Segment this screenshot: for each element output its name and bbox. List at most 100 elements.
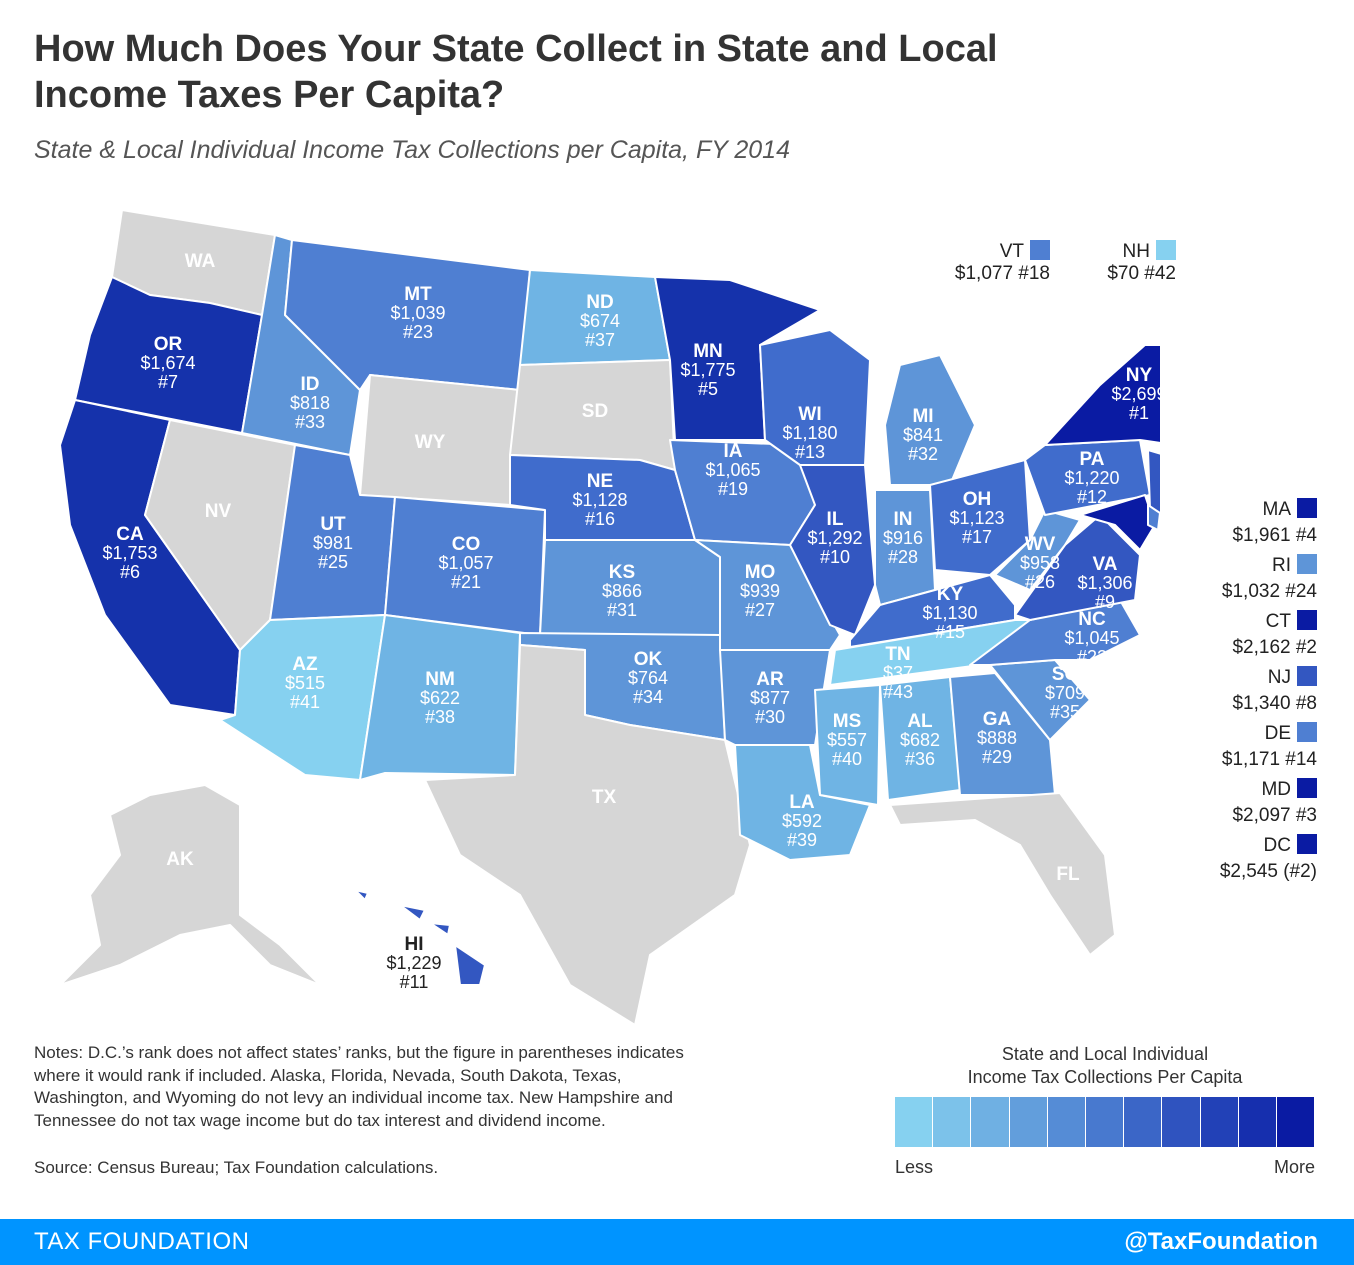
state-rank-OH: #17 bbox=[962, 527, 992, 547]
legend-step-2 bbox=[933, 1097, 972, 1147]
state-TX[interactable] bbox=[424, 644, 751, 1026]
side-item-abbr: MD bbox=[1261, 779, 1291, 800]
state-value-WV: $958 bbox=[1020, 553, 1060, 573]
state-rank-NM: #38 bbox=[425, 707, 455, 727]
legend-swatch bbox=[1297, 554, 1317, 574]
state-label-MS: MS bbox=[833, 711, 862, 732]
state-FL[interactable] bbox=[889, 792, 1116, 956]
side-item-value: $1,340 #8 bbox=[1232, 693, 1317, 714]
state-label-ID: ID bbox=[301, 374, 320, 395]
state-value-MO: $939 bbox=[740, 581, 780, 601]
state-rank-MO: #27 bbox=[745, 600, 775, 620]
side-item-abbr: DC bbox=[1263, 835, 1291, 856]
state-label-MI: MI bbox=[912, 406, 933, 427]
state-value-KY: $1,130 bbox=[922, 603, 977, 623]
state-rank-NC: #22 bbox=[1077, 647, 1107, 667]
state-rank-IA: #19 bbox=[718, 479, 748, 499]
state-label-NY: NY bbox=[1126, 365, 1153, 386]
state-label-OH: OH bbox=[963, 489, 992, 510]
state-value-ID: $818 bbox=[290, 393, 330, 413]
state-label-WV: WV bbox=[1025, 534, 1056, 555]
state-label-WY: WY bbox=[415, 432, 446, 453]
state-label-UT: UT bbox=[320, 514, 346, 535]
state-rank-TN: #43 bbox=[883, 682, 913, 702]
side-item-value: $2,162 #2 bbox=[1232, 637, 1317, 658]
page-title: How Much Does Your State Collect in Stat… bbox=[34, 26, 1134, 118]
state-rank-LA: #39 bbox=[787, 830, 817, 850]
state-rank-PA: #12 bbox=[1077, 487, 1107, 507]
state-label-LA: LA bbox=[789, 792, 815, 813]
legend-high-label: More bbox=[1273, 1157, 1315, 1177]
state-label-NE: NE bbox=[587, 471, 613, 492]
side-item-MD: MD $2,097 #3 bbox=[1195, 778, 1317, 827]
side-item-MA: MA $1,961 #4 bbox=[1195, 498, 1317, 547]
title-line-1: How Much Does Your State Collect in Stat… bbox=[34, 28, 998, 70]
state-DE[interactable] bbox=[1147, 504, 1161, 531]
state-value-AZ: $515 bbox=[285, 673, 325, 693]
state-value-IN: $916 bbox=[883, 528, 923, 548]
state-GA[interactable] bbox=[949, 672, 1056, 796]
legend-step-11 bbox=[1276, 1097, 1316, 1147]
state-label-AK: AK bbox=[166, 849, 194, 870]
legend-swatch bbox=[1156, 240, 1176, 260]
side-item-abbr: CT bbox=[1265, 611, 1291, 632]
state-NM[interactable] bbox=[359, 614, 521, 781]
state-value-CO: $1,057 bbox=[438, 553, 493, 573]
us-choropleth-map: WA OR $1,674 #7 CA $1,753 #6 NV ID $818 #33 MT $1,03… bbox=[30, 195, 1281, 1026]
state-AK[interactable] bbox=[59, 784, 321, 986]
inset-abbr: NH bbox=[1122, 241, 1150, 262]
side-item-NJ: NJ $1,340 #8 bbox=[1195, 666, 1317, 715]
state-value-PA: $1,220 bbox=[1064, 468, 1119, 488]
state-value-UT: $981 bbox=[313, 533, 353, 553]
state-rank-IL: #10 bbox=[820, 547, 850, 567]
state-label-TX: TX bbox=[592, 787, 617, 808]
state-MD[interactable] bbox=[1079, 494, 1156, 551]
state-rank-OK: #34 bbox=[633, 687, 663, 707]
legend-swatch bbox=[1297, 778, 1317, 798]
side-item-DE: DE $1,171 #14 bbox=[1195, 722, 1317, 771]
state-OH[interactable] bbox=[929, 459, 1031, 576]
state-IL[interactable] bbox=[789, 464, 876, 636]
state-label-GA: GA bbox=[983, 709, 1012, 730]
state-value-NE: $1,128 bbox=[572, 490, 627, 510]
state-label-AL: AL bbox=[907, 711, 933, 732]
state-rank-KS: #31 bbox=[607, 600, 637, 620]
legend-swatch bbox=[1297, 610, 1317, 630]
state-label-KS: KS bbox=[609, 562, 635, 583]
color-legend: State and Local Individual Income Tax Co… bbox=[895, 1043, 1316, 1178]
legend-swatch bbox=[1030, 240, 1050, 260]
state-rank-AL: #36 bbox=[905, 749, 935, 769]
state-rank-NE: #16 bbox=[585, 509, 615, 529]
inset-VT: VT $1,077 #18 bbox=[940, 240, 1050, 285]
state-LA[interactable] bbox=[734, 744, 871, 861]
state-rank-CO: #21 bbox=[451, 572, 481, 592]
inset-value: $70 #42 bbox=[1107, 263, 1176, 284]
side-item-abbr: NJ bbox=[1267, 667, 1291, 688]
state-value-NM: $622 bbox=[420, 688, 460, 708]
side-item-value: $1,961 #4 bbox=[1232, 525, 1317, 546]
state-label-KY: KY bbox=[937, 584, 964, 605]
inset-value: $1,077 #18 bbox=[954, 263, 1050, 284]
state-rank-UT: #25 bbox=[318, 552, 348, 572]
state-PA[interactable] bbox=[1024, 439, 1151, 516]
state-label-HI: HI bbox=[405, 934, 424, 955]
state-HI[interactable] bbox=[354, 889, 486, 986]
footer-handle[interactable]: @TaxFoundation bbox=[1124, 1228, 1318, 1255]
legend-low-label: Less bbox=[895, 1157, 934, 1177]
side-item-DC: DC $2,545 (#2) bbox=[1195, 834, 1317, 883]
legend-step-9 bbox=[1200, 1097, 1239, 1147]
state-MS[interactable] bbox=[814, 684, 881, 806]
state-rank-GA: #29 bbox=[982, 747, 1012, 767]
state-value-AR: $877 bbox=[750, 688, 790, 708]
state-rank-ND: #37 bbox=[585, 330, 615, 350]
state-WV[interactable] bbox=[994, 509, 1081, 591]
state-labels: WA OR$1,674#7 CA$1,753#6 NV ID$818#33 MT$1,03… bbox=[102, 251, 1260, 992]
state-rank-VA: #9 bbox=[1095, 592, 1115, 612]
legend-title-line-1: State and Local Individual bbox=[1001, 1044, 1209, 1064]
state-value-MS: $557 bbox=[827, 730, 867, 750]
state-label-CA: CA bbox=[116, 524, 144, 545]
side-item-abbr: RI bbox=[1272, 555, 1291, 576]
state-rank-NY: #1 bbox=[1129, 403, 1149, 423]
footer-brand: TAX FOUNDATION bbox=[34, 1228, 250, 1255]
state-label-AR: AR bbox=[756, 669, 784, 690]
